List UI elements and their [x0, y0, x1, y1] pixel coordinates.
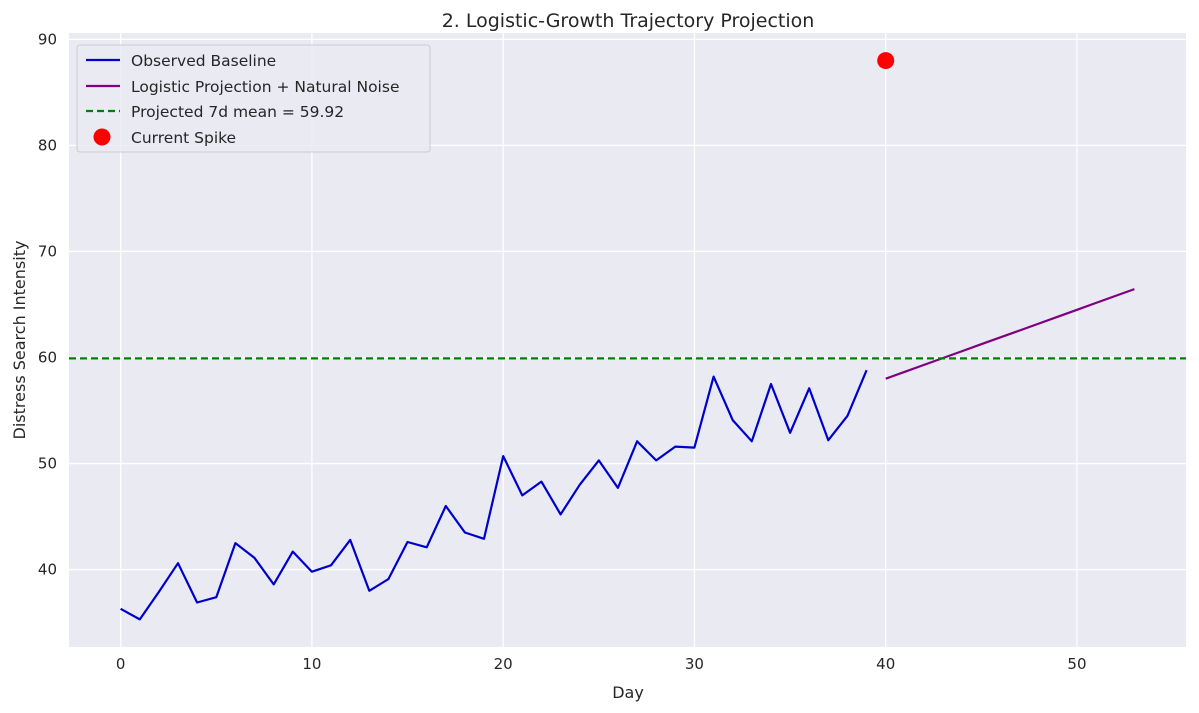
legend-box: [76, 44, 431, 153]
x-axis-ticks: 0 10 20 30 40 50: [116, 655, 1087, 673]
y-axis-label: Distress Search Intensity: [10, 241, 29, 440]
grid: [69, 33, 1186, 647]
spike-point: [877, 52, 895, 70]
chart-title: 2. Logistic-Growth Trajectory Projection: [442, 10, 815, 32]
x-tick-label: 0: [116, 655, 126, 673]
y-tick-label: 50: [38, 455, 57, 473]
series-line-projection: [885, 288, 1135, 380]
y-axis-ticks: 40 50 60 70 80 90: [38, 30, 57, 578]
x-tick-label: 50: [1067, 655, 1086, 673]
x-tick-label: 30: [685, 655, 704, 673]
y-tick-label: 70: [38, 242, 57, 260]
legend-label-spike: Current Spike: [131, 129, 236, 147]
legend-label-mean: Projected 7d mean = 59.92: [131, 103, 344, 121]
legend-label-projection: Logistic Projection + Natural Noise: [131, 78, 399, 96]
x-tick-label: 20: [494, 655, 513, 673]
x-tick-label: 10: [302, 655, 321, 673]
legend-label-observed: Observed Baseline: [131, 52, 276, 70]
chart-marks: [69, 52, 1186, 621]
y-tick-label: 80: [38, 136, 57, 154]
legend-swatch-spike: [93, 128, 111, 146]
x-axis-label: Day: [612, 683, 644, 702]
y-tick-label: 90: [38, 30, 57, 48]
series-line-observed: [120, 369, 868, 621]
y-tick-label: 40: [38, 561, 57, 579]
legend: Observed Baseline Logistic Projection + …: [76, 44, 431, 153]
x-tick-label: 40: [876, 655, 895, 673]
y-tick-label: 60: [38, 348, 57, 366]
